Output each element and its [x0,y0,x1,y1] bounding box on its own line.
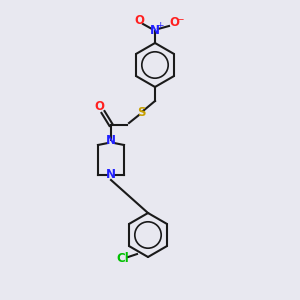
Text: S: S [137,106,145,119]
Text: O: O [134,14,144,28]
Text: −: − [176,15,184,25]
Text: N: N [150,25,160,38]
Text: O: O [169,16,179,29]
Text: +: + [156,22,164,31]
Text: O: O [94,100,104,112]
Text: N: N [106,134,116,146]
Text: Cl: Cl [117,252,129,265]
Text: N: N [106,169,116,182]
